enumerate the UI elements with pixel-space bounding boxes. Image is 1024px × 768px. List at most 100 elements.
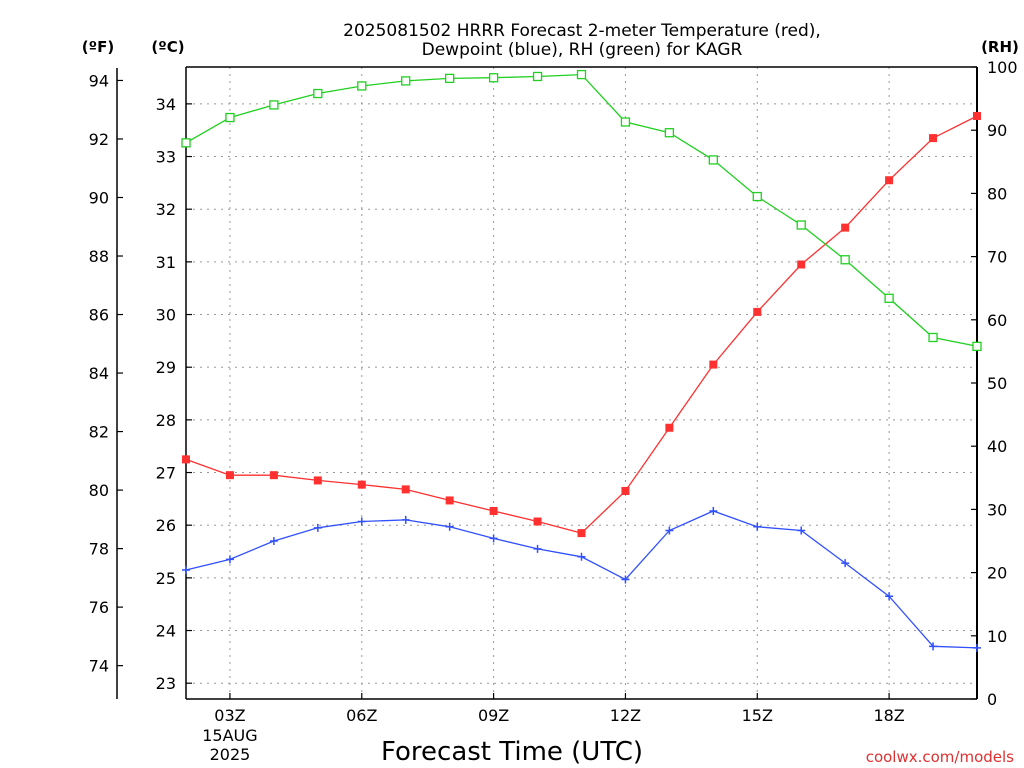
temperature-point [621,486,630,495]
rh-point [620,117,631,127]
celsius-tick-label: 33 [156,148,176,167]
rh-point [972,341,982,351]
dewpoint-point [489,534,498,543]
rh-point [181,138,191,148]
chart-title-line1: 2025081502 HRRR Forecast 2-meter Tempera… [343,21,821,41]
temperature-point [885,176,894,185]
temperature-point [753,307,762,316]
dewpoint-point [973,643,981,652]
dewpoint-point [577,552,586,561]
celsius-tick-label: 26 [156,516,176,535]
temperature-point [269,471,278,480]
x-date-label: 2025 [210,745,251,764]
rh-point [884,293,894,303]
rh-point [532,71,543,82]
series-line-temperature [185,115,978,534]
dewpoint-point [182,565,190,574]
rh-point [445,73,455,84]
temperature-point [489,506,498,515]
watermark: coolwx.com/models [866,748,1014,766]
fahrenheit-tick-label: 86 [89,306,109,325]
rh-tick-label: 100 [987,58,1018,77]
rh-point [752,191,762,202]
celsius-axis-unit: (ºC) [151,38,184,56]
rh-point [225,112,235,123]
fahrenheit-tick-label: 90 [89,188,109,207]
axes [116,66,978,700]
dewpoint-point [885,592,894,601]
rh-point [488,73,499,83]
celsius-tick-label: 32 [156,200,176,219]
rh-point [840,255,850,265]
temperature-point [665,423,674,432]
dewpoint-point [841,559,850,568]
rh-point [269,100,279,110]
rh-tick-label: 30 [987,500,1007,519]
temperature-point [533,517,542,526]
dewpoint-point [357,517,366,526]
fahrenheit-tick-label: 84 [89,364,109,383]
rh-tick-label: 70 [987,248,1007,267]
x-axis-label: Forecast Time (UTC) [381,737,643,767]
dewpoint-point [753,522,762,531]
temperature-point [225,471,234,480]
fahrenheit-tick-label: 76 [89,598,109,617]
rh-point [928,332,938,343]
dewpoint-point [533,544,542,553]
temperature-point [841,223,850,232]
temperature-point [357,480,366,489]
rh-axis-unit: (RH) [981,38,1019,56]
dewpoint-point [225,555,234,564]
rh-point [401,76,411,86]
series-line-rh [185,73,978,347]
x-tick-label: 09Z [478,706,509,725]
temperature-point [973,111,981,120]
dewpoint-point [313,523,322,532]
rh-tick-label: 10 [987,627,1007,646]
celsius-tick-label: 28 [156,411,176,430]
celsius-tick-label: 30 [156,306,176,325]
fahrenheit-tick-label: 80 [89,481,109,500]
chart-title-line2: Dewpoint (blue), RH (green) for KAGR [422,40,743,60]
dewpoint-point [269,537,278,545]
fahrenheit-tick-label: 92 [89,130,109,149]
fahrenheit-tick-label: 74 [89,657,109,676]
x-tick-label: 12Z [610,706,641,725]
fahrenheit-tick-label: 88 [89,247,109,266]
grid-lines [186,67,977,699]
dewpoint-point [929,642,938,651]
temperature-point [709,360,718,369]
rh-point [357,81,367,91]
fahrenheit-axis-unit: (ºF) [82,38,114,56]
fahrenheit-tick-label: 82 [89,423,109,442]
rh-point [313,88,323,99]
celsius-tick-label: 25 [156,569,176,588]
temperature-point [797,260,806,269]
x-tick-label: 06Z [346,706,377,725]
x-date-label: 15AUG [202,726,257,745]
rh-tick-label: 20 [987,564,1007,583]
celsius-tick-label: 27 [156,464,176,483]
dewpoint-point [709,506,718,515]
tick-labels: 74 76 78 80 82 84 86 88 90 92 94 23 24 25 26 27 28 29 30 31… [89,58,1018,764]
celsius-tick-label: 29 [156,358,176,377]
celsius-tick-label: 31 [156,253,176,272]
temperature-point [313,476,322,485]
rh-point [576,69,587,80]
celsius-tick-label: 23 [156,674,176,693]
rh-tick-label: 50 [987,374,1007,393]
rh-tick-label: 60 [987,311,1007,330]
rh-point [796,220,806,230]
rh-tick-label: 40 [987,437,1007,456]
rh-tick-label: 90 [987,121,1007,140]
x-tick-label: 15Z [742,706,773,725]
temperature-point [577,529,586,538]
rh-tick-label: 0 [987,690,997,709]
dewpoint-point [401,515,410,524]
celsius-tick-label: 24 [156,622,176,641]
x-tick-label: 03Z [214,706,245,725]
dewpoint-point [797,526,806,535]
temperature-point [401,485,410,494]
rh-tick-label: 80 [987,184,1007,203]
